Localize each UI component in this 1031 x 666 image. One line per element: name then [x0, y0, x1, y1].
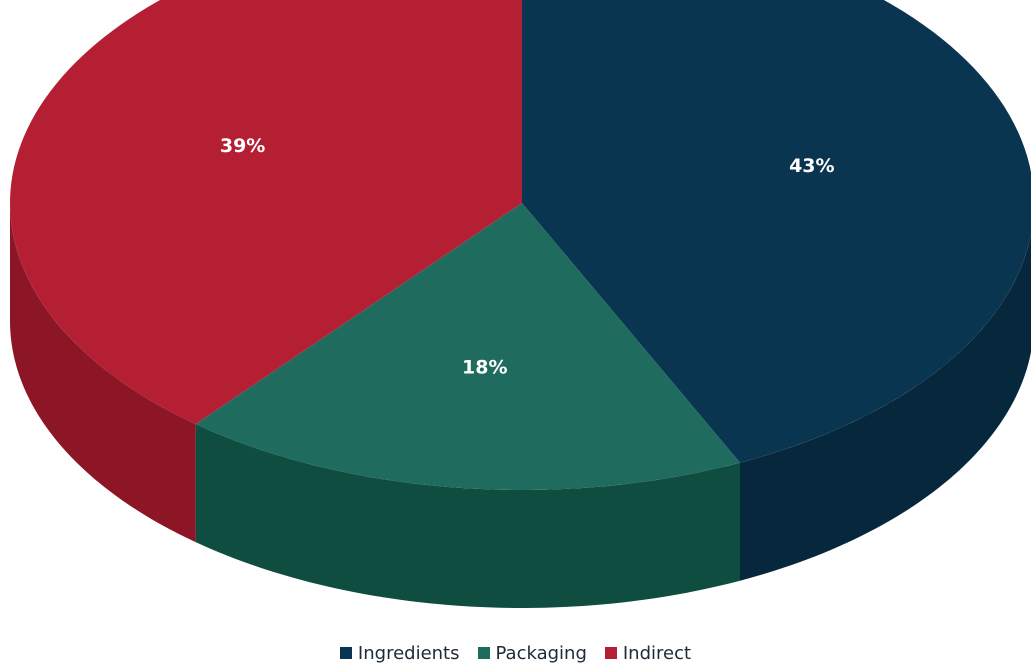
pie-side-ingredients [740, 233, 1031, 581]
pie-labels: 43% 18% 39% [220, 135, 835, 379]
pie-chart-svg: 43% 18% 39% [10, 0, 1031, 608]
data-label-ingredients: 43% [789, 155, 834, 177]
data-label-indirect: 39% [220, 135, 265, 157]
legend-item-ingredients: Ingredients [339, 642, 460, 664]
legend-item-indirect: Indirect [604, 642, 692, 664]
legend-item-packaging: Packaging [477, 642, 587, 664]
pie-side-indirect [10, 203, 196, 543]
legend-swatch-ingredients [339, 647, 352, 659]
data-label-packaging: 18% [462, 357, 507, 379]
legend: Ingredients Packaging Indirect [0, 640, 1031, 666]
pie-slice-packaging [195, 203, 740, 490]
legend-swatch-packaging [477, 647, 490, 659]
pie-slice-ingredients [522, 0, 1031, 463]
legend-label-indirect: Indirect [622, 642, 692, 664]
pie-slice-indirect [10, 0, 522, 425]
pie-tops [10, 0, 1031, 490]
legend-swatch-indirect [604, 647, 617, 659]
legend-label-packaging: Packaging [495, 642, 587, 664]
pie-side-packaging [195, 424, 740, 608]
legend-label-ingredients: Ingredients [357, 642, 460, 664]
pie-sides [10, 203, 1031, 608]
